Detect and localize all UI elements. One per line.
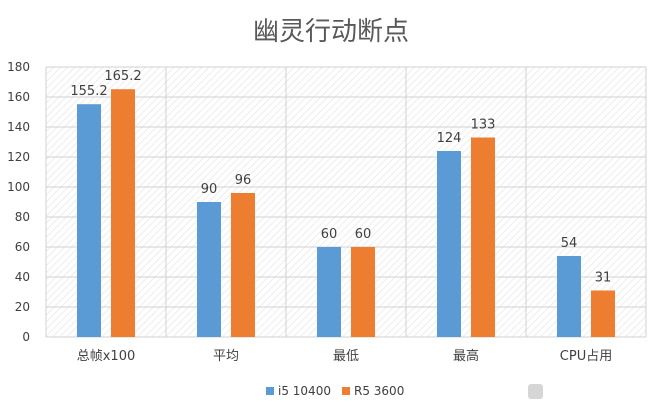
- bar: [351, 247, 375, 337]
- y-tick-label: 140: [7, 120, 30, 134]
- y-axis-ticks: 0 20 40 60 80 100 120 140 160 180: [7, 60, 30, 344]
- data-label: 96: [235, 173, 252, 188]
- x-tick-label: CPU占用: [560, 349, 612, 364]
- watermark: 值 什么值得买: [528, 384, 622, 400]
- x-tick-label: 平均: [213, 349, 239, 364]
- category-labels: 总帧x100 平均 最低 最高 CPU占用: [77, 348, 612, 364]
- data-label: 31: [595, 271, 612, 286]
- x-tick-label: 最高: [453, 348, 479, 364]
- bar: [471, 137, 495, 337]
- legend-swatch: [266, 387, 274, 395]
- watermark-text: 值 什么值得买: [546, 385, 622, 400]
- bar: [557, 256, 581, 337]
- bar: [231, 193, 255, 337]
- data-label: 90: [201, 182, 218, 197]
- plot-area: [46, 67, 646, 337]
- data-label: 133: [471, 118, 496, 133]
- bar: [111, 89, 135, 337]
- bar: [197, 202, 221, 337]
- bars: [77, 89, 615, 337]
- data-label: 54: [561, 236, 578, 251]
- x-tick-label: 总帧x100: [77, 349, 136, 364]
- chart-title: 幽灵行动断点: [253, 17, 409, 47]
- data-label: 60: [355, 227, 372, 242]
- y-tick-label: 80: [15, 210, 30, 224]
- y-tick-label: 0: [22, 330, 30, 344]
- bar: [437, 151, 461, 337]
- bar: [317, 247, 341, 337]
- y-tick-label: 20: [15, 300, 30, 314]
- y-tick-label: 40: [15, 270, 30, 284]
- bar: [591, 290, 615, 337]
- x-tick-label: 最低: [333, 349, 359, 364]
- y-tick-label: 60: [15, 240, 30, 254]
- data-label: 155.2: [70, 84, 107, 99]
- data-label: 60: [321, 227, 338, 242]
- y-tick-label: 100: [7, 180, 30, 194]
- legend: i5 10400 R5 3600: [266, 384, 404, 398]
- watermark-badge: [528, 384, 543, 399]
- y-tick-label: 120: [7, 150, 30, 164]
- y-tick-label: 160: [7, 90, 30, 104]
- data-label: 165.2: [104, 69, 141, 84]
- legend-swatch: [342, 387, 350, 395]
- data-label: 124: [437, 131, 462, 146]
- legend-label: R5 3600: [354, 384, 404, 398]
- legend-label: i5 10400: [278, 384, 331, 398]
- bar: [77, 104, 101, 337]
- gridlines: [45, 66, 647, 338]
- y-tick-label: 180: [7, 60, 30, 74]
